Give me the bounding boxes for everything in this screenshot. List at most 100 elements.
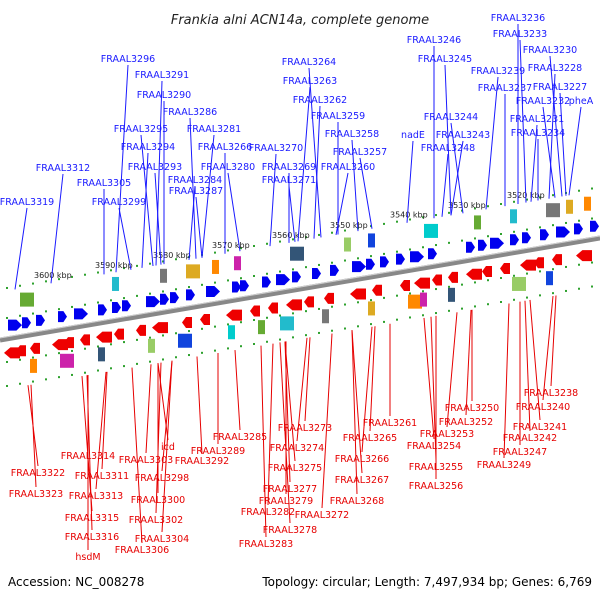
reverse-feature-box: [258, 320, 265, 335]
gene-leader-line: [308, 67, 322, 238]
forward-feature-box: [368, 233, 375, 248]
forward-gene-label: FRAAL3284: [168, 175, 222, 186]
page-title: Frankia alni ACN14a, complete genome: [171, 13, 429, 28]
band-dot: [513, 200, 515, 203]
band-dot: [383, 296, 385, 299]
gene-leader-line: [465, 309, 472, 416]
band-dot: [240, 277, 242, 280]
band-dot: [331, 231, 333, 234]
band-dot: [422, 216, 424, 219]
reverse-gene-arrow: [286, 299, 302, 311]
band-dot: [357, 301, 359, 304]
band-dot: [175, 258, 177, 261]
gene-leader-line: [14, 207, 28, 290]
forward-gene-arrow: [240, 280, 249, 292]
forward-gene-label: FRAAL3232: [516, 96, 570, 107]
forward-gene-label: FRAAL3295: [114, 124, 168, 135]
band-dot: [396, 294, 398, 297]
band-dot: [227, 249, 229, 252]
forward-feature-box: [212, 259, 219, 274]
forward-gene-label: FRAAL3280: [201, 162, 255, 173]
gene-leader-line: [361, 326, 373, 453]
gene-leader-line: [196, 356, 203, 455]
band-dot: [565, 265, 567, 268]
band-dot: [461, 239, 463, 242]
band-dot: [461, 209, 463, 212]
band-dot: [513, 298, 515, 301]
band-dot: [578, 263, 580, 266]
band-dot: [214, 349, 216, 352]
band-dot: [344, 327, 346, 330]
reverse-gene-label: FRAAL3304: [135, 534, 189, 545]
reverse-feature-box: [368, 301, 375, 316]
gene-leader-line: [369, 326, 376, 432]
forward-gene-label: FRAAL3287: [169, 186, 223, 197]
forward-gene-arrow: [540, 229, 549, 241]
band-dot: [97, 345, 99, 348]
band-dot: [552, 292, 554, 295]
forward-feature-box: [546, 203, 560, 218]
band-dot: [409, 218, 411, 221]
band-dot: [474, 207, 476, 210]
forward-gene-arrow: [366, 258, 375, 270]
forward-gene-label: FRAAL3257: [333, 147, 387, 158]
forward-gene-label: FRAAL3286: [163, 107, 217, 118]
reverse-gene-arrow: [52, 339, 68, 351]
band-dot: [435, 214, 437, 217]
band-dot: [266, 316, 268, 319]
gene-leader-line: [568, 106, 582, 196]
reverse-feature-box: [420, 292, 427, 307]
forward-gene-label: FRAAL3248: [421, 143, 475, 154]
band-dot: [188, 330, 190, 333]
reverse-gene-arrow: [30, 342, 40, 354]
band-dot: [487, 303, 489, 306]
reverse-gene-label: FRAAL3253: [420, 429, 474, 440]
band-dot: [461, 307, 463, 310]
forward-gene-arrow: [160, 293, 169, 305]
band-dot: [266, 242, 268, 245]
band-dot: [383, 222, 385, 225]
genome-axis: [0, 235, 600, 343]
band-dot: [45, 280, 47, 283]
band-dot: [513, 274, 515, 277]
band-dot: [97, 369, 99, 372]
band-dot: [188, 286, 190, 289]
gene-leader-line: [297, 86, 311, 242]
band-dot: [552, 224, 554, 227]
forward-gene-arrow: [262, 276, 271, 288]
forward-gene-arrow: [490, 237, 504, 249]
kbp-tick-label: 3590 kbp: [95, 261, 133, 270]
band-dot: [422, 314, 424, 317]
forward-gene-label: FRAAL3230: [523, 45, 577, 56]
forward-gene-label: FRAAL3294: [121, 142, 175, 153]
band-dot: [19, 284, 21, 287]
reverse-feature-box: [148, 338, 155, 353]
gene-leader-line: [288, 185, 296, 242]
band-dot: [253, 244, 255, 247]
band-dot: [422, 246, 424, 249]
kbp-tick-label: 3560 kbp: [272, 231, 310, 240]
band-dot: [45, 378, 47, 381]
gene-leader-line: [524, 300, 531, 432]
band-dot: [461, 283, 463, 286]
forward-gene-label: FRAAL3281: [187, 124, 241, 135]
reverse-gene-label: FRAAL3250: [445, 403, 499, 414]
forward-feature-box: [160, 268, 167, 283]
band-dot: [279, 314, 281, 317]
forward-gene-arrow: [58, 311, 67, 323]
forward-gene-label: FRAAL3239: [471, 66, 525, 77]
gene-leader-line: [304, 337, 311, 422]
reverse-gene-arrow: [324, 292, 334, 304]
forward-feature-box: [566, 199, 573, 214]
reverse-gene-arrow: [432, 274, 442, 286]
forward-gene-label: FRAAL3244: [424, 112, 478, 123]
gene-leader-line: [441, 153, 449, 217]
reverse-gene-label: FRAAL3298: [135, 473, 189, 484]
band-dot: [448, 241, 450, 244]
band-dot: [279, 270, 281, 273]
forward-gene-label: nadE: [401, 130, 425, 141]
band-dot: [565, 289, 567, 292]
forward-gene-arrow: [556, 226, 570, 238]
forward-feature-box: [344, 237, 351, 252]
band-dot: [136, 338, 138, 341]
